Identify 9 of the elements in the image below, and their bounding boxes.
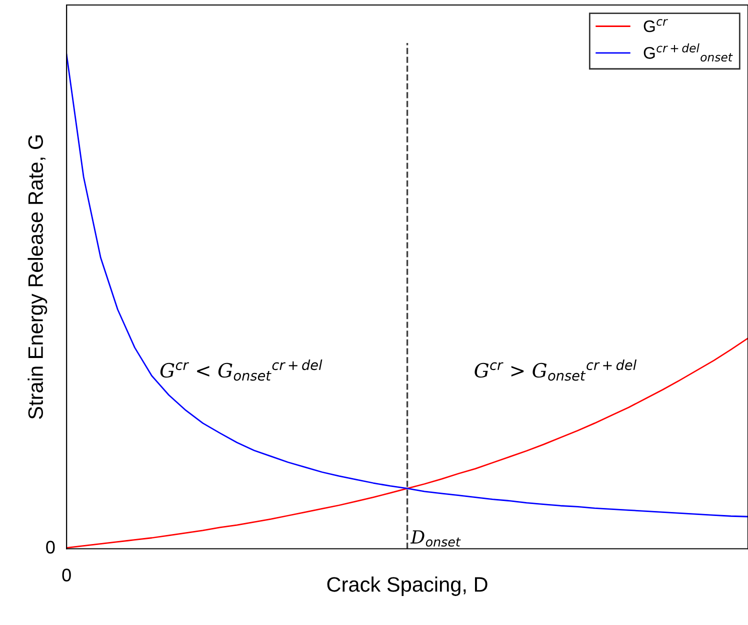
text: 0 bbox=[62, 568, 71, 582]
text: 0 bbox=[46, 540, 55, 554]
legend-label: G$^{cr+del}$$_{onset}$ bbox=[644, 43, 733, 62]
y-axis-title: Strain Energy Release Rate, G bbox=[28, 135, 48, 419]
annotation: G$^{cr}$ > G$_{onset}$$^{cr+del}$ bbox=[474, 360, 637, 381]
annotation: D$_{onset}$ bbox=[410, 530, 461, 547]
legend-label: G$^{cr}$ bbox=[644, 19, 668, 32]
x-axis-title: Crack Spacing, D bbox=[327, 576, 488, 596]
annotation: G$^{cr}$ < G$_{onset}$$^{cr+del}$ bbox=[160, 360, 322, 381]
